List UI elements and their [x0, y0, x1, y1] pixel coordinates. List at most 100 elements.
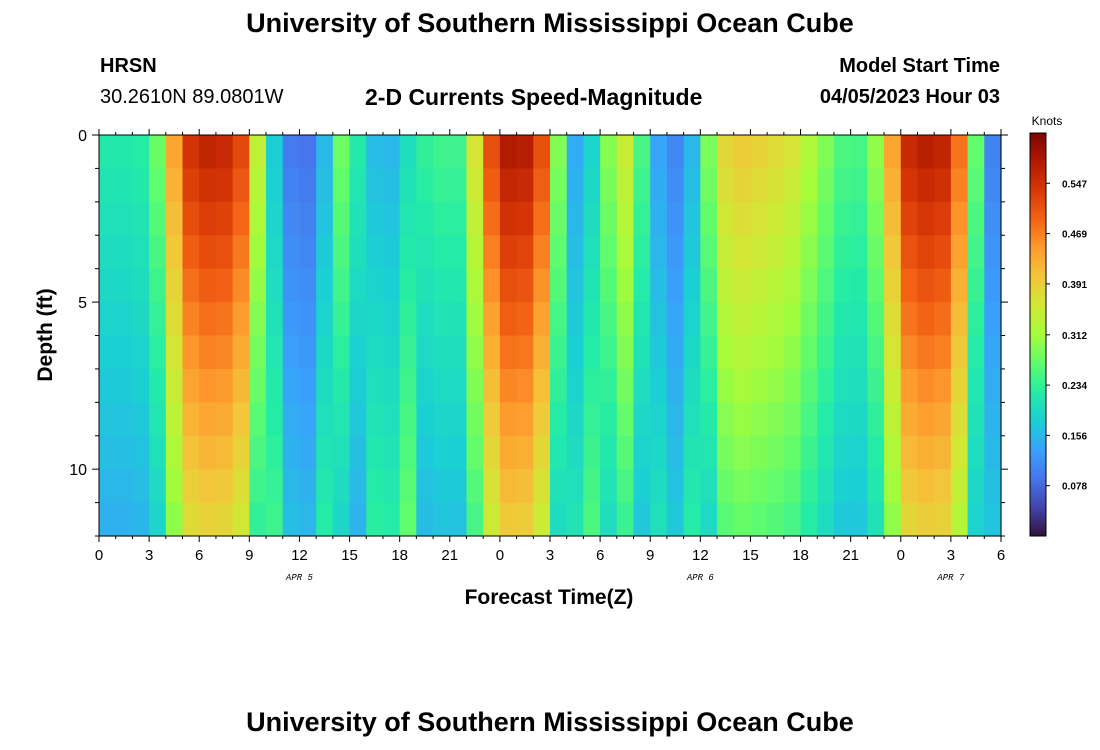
heatmap-cell [466, 335, 484, 370]
heatmap-cell [282, 435, 301, 470]
heatmap-cell [316, 368, 334, 403]
x-tick-label: 3 [546, 547, 554, 564]
heatmap-cell [149, 469, 167, 504]
heatmap-cell [900, 368, 919, 403]
heatmap-cell [132, 502, 150, 537]
heatmap-cell [149, 268, 167, 303]
heatmap-cell [449, 435, 468, 470]
heatmap-cell [115, 435, 133, 470]
heatmap-cell [600, 302, 618, 337]
heatmap-cell [449, 235, 468, 270]
heatmap-cell [884, 469, 902, 504]
heatmap-cell [583, 201, 601, 236]
heatmap-cell [967, 335, 985, 370]
heatmap-cell [483, 335, 501, 370]
colorbar: Knots 0.078 0.156 0.234 0.312 0.391 0.469 0.54… [1029, 114, 1087, 537]
heatmap-cell [349, 469, 367, 504]
heatmap-cell [934, 135, 952, 170]
heatmap-cell [316, 135, 334, 170]
heatmap-cell [800, 402, 818, 437]
heatmap-cell [867, 235, 885, 270]
heatmap-cell [717, 168, 735, 203]
heatmap-cell [750, 302, 768, 337]
x-tick-label: 21 [441, 547, 458, 564]
heatmap-cell [566, 469, 584, 504]
heatmap-cell [499, 502, 518, 537]
heatmap-cell [249, 435, 267, 470]
heatmap-cell [867, 435, 885, 470]
heatmap-cell [215, 201, 234, 236]
heatmap-cell [366, 335, 384, 370]
heatmap-cell [750, 235, 768, 270]
heatmap-cell [750, 335, 768, 370]
heatmap-cell [700, 201, 718, 236]
heatmap-cell [115, 268, 133, 303]
heatmap-cell [967, 135, 985, 170]
heatmap-cell [600, 368, 618, 403]
heatmap-cell [299, 235, 317, 270]
heatmap-cell [182, 168, 200, 203]
heatmap-cell [984, 335, 1002, 370]
heatmap-cell [650, 368, 668, 403]
heatmap-cell [884, 502, 902, 537]
heatmap-cell [299, 201, 317, 236]
heatmap-cell [683, 135, 701, 170]
heatmap-cell [132, 168, 150, 203]
heatmap-cell [666, 402, 685, 437]
heatmap-cell [232, 469, 250, 504]
heatmap-cell [115, 302, 133, 337]
heatmap-cell [850, 201, 868, 236]
heatmap-cell [433, 502, 451, 537]
heatmap-cell [683, 402, 701, 437]
heatmap-cell [767, 502, 785, 537]
x-tick-label: 0 [897, 547, 905, 564]
heatmap-cell [633, 335, 651, 370]
heatmap-cell [783, 135, 802, 170]
heatmap-cell [282, 268, 301, 303]
x-tick-label: 6 [596, 547, 604, 564]
y-axis: 0 5 10 [69, 128, 1008, 537]
heatmap-cell [867, 135, 885, 170]
heatmap-cell [984, 201, 1002, 236]
heatmap-cell [382, 302, 401, 337]
heatmap-cell [299, 302, 317, 337]
heatmap-cell [733, 302, 752, 337]
heatmap-cell [332, 502, 351, 537]
x-tick-label: 18 [792, 547, 809, 564]
heatmap-cell [516, 502, 534, 537]
heatmap-cell [967, 435, 985, 470]
heatmap-cell [800, 435, 818, 470]
heatmap-cell [967, 168, 985, 203]
heatmap-cell [800, 168, 818, 203]
heatmap-cell [115, 135, 133, 170]
heatmap-cell [132, 402, 150, 437]
heatmap-cell [165, 302, 184, 337]
heatmap-cell [950, 469, 969, 504]
heatmap-cell [683, 201, 701, 236]
heatmap-cell [650, 302, 668, 337]
heatmap-cell [115, 235, 133, 270]
x-axis: 0 3 6 9 12 15 18 21 0 3 6 9 12 15 18 21 0 3 6 APR 5 APR 6 APR… [95, 129, 1005, 583]
heatmap-cell [349, 435, 367, 470]
heatmap-cell [266, 368, 284, 403]
heatmap-cell [550, 335, 568, 370]
heatmap-cell [299, 135, 317, 170]
heatmap-cell [683, 435, 701, 470]
heatmap-cell [783, 469, 802, 504]
heatmap-cell [299, 435, 317, 470]
heatmap-cell [332, 235, 351, 270]
heatmap-cell [249, 469, 267, 504]
heatmap-cell [449, 402, 468, 437]
heatmap-cell [850, 235, 868, 270]
heatmap-cell [99, 268, 117, 303]
heatmap-cell [767, 135, 785, 170]
heatmap-cell [550, 268, 568, 303]
heatmap-cell [483, 368, 501, 403]
heatmap-cell [583, 268, 601, 303]
heatmap-cell [433, 435, 451, 470]
heatmap-cell [366, 135, 384, 170]
heatmap-cell [800, 335, 818, 370]
heatmap-cell [149, 201, 167, 236]
heatmap-cell [182, 502, 200, 537]
